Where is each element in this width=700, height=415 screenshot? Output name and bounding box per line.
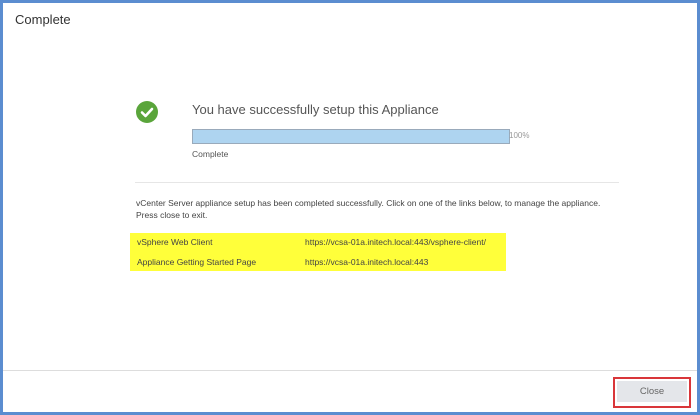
progress-status: Complete <box>192 149 229 159</box>
check-circle-icon <box>136 101 158 123</box>
success-heading: You have successfully setup this Applian… <box>192 102 439 117</box>
links-table: vSphere Web Client https://vcsa-01a.init… <box>130 233 506 271</box>
link-label: Appliance Getting Started Page <box>137 257 257 267</box>
annotation-highlight-box <box>613 377 691 408</box>
completion-message: vCenter Server appliance setup has been … <box>136 198 601 220</box>
progress-percent: 100% <box>509 131 530 140</box>
link-url[interactable]: https://vcsa-01a.initech.local:443 <box>305 257 429 267</box>
footer-divider <box>3 370 697 371</box>
link-url[interactable]: https://vcsa-01a.initech.local:443/vsphe… <box>305 237 486 247</box>
divider <box>135 182 619 183</box>
progress-bar <box>192 129 510 144</box>
link-row: Appliance Getting Started Page https://v… <box>137 257 428 267</box>
close-button[interactable]: Close <box>617 381 687 402</box>
progress-fill <box>193 130 509 143</box>
link-label: vSphere Web Client <box>137 237 213 247</box>
dialog-title: Complete <box>15 12 71 27</box>
link-row: vSphere Web Client https://vcsa-01a.init… <box>137 237 486 247</box>
